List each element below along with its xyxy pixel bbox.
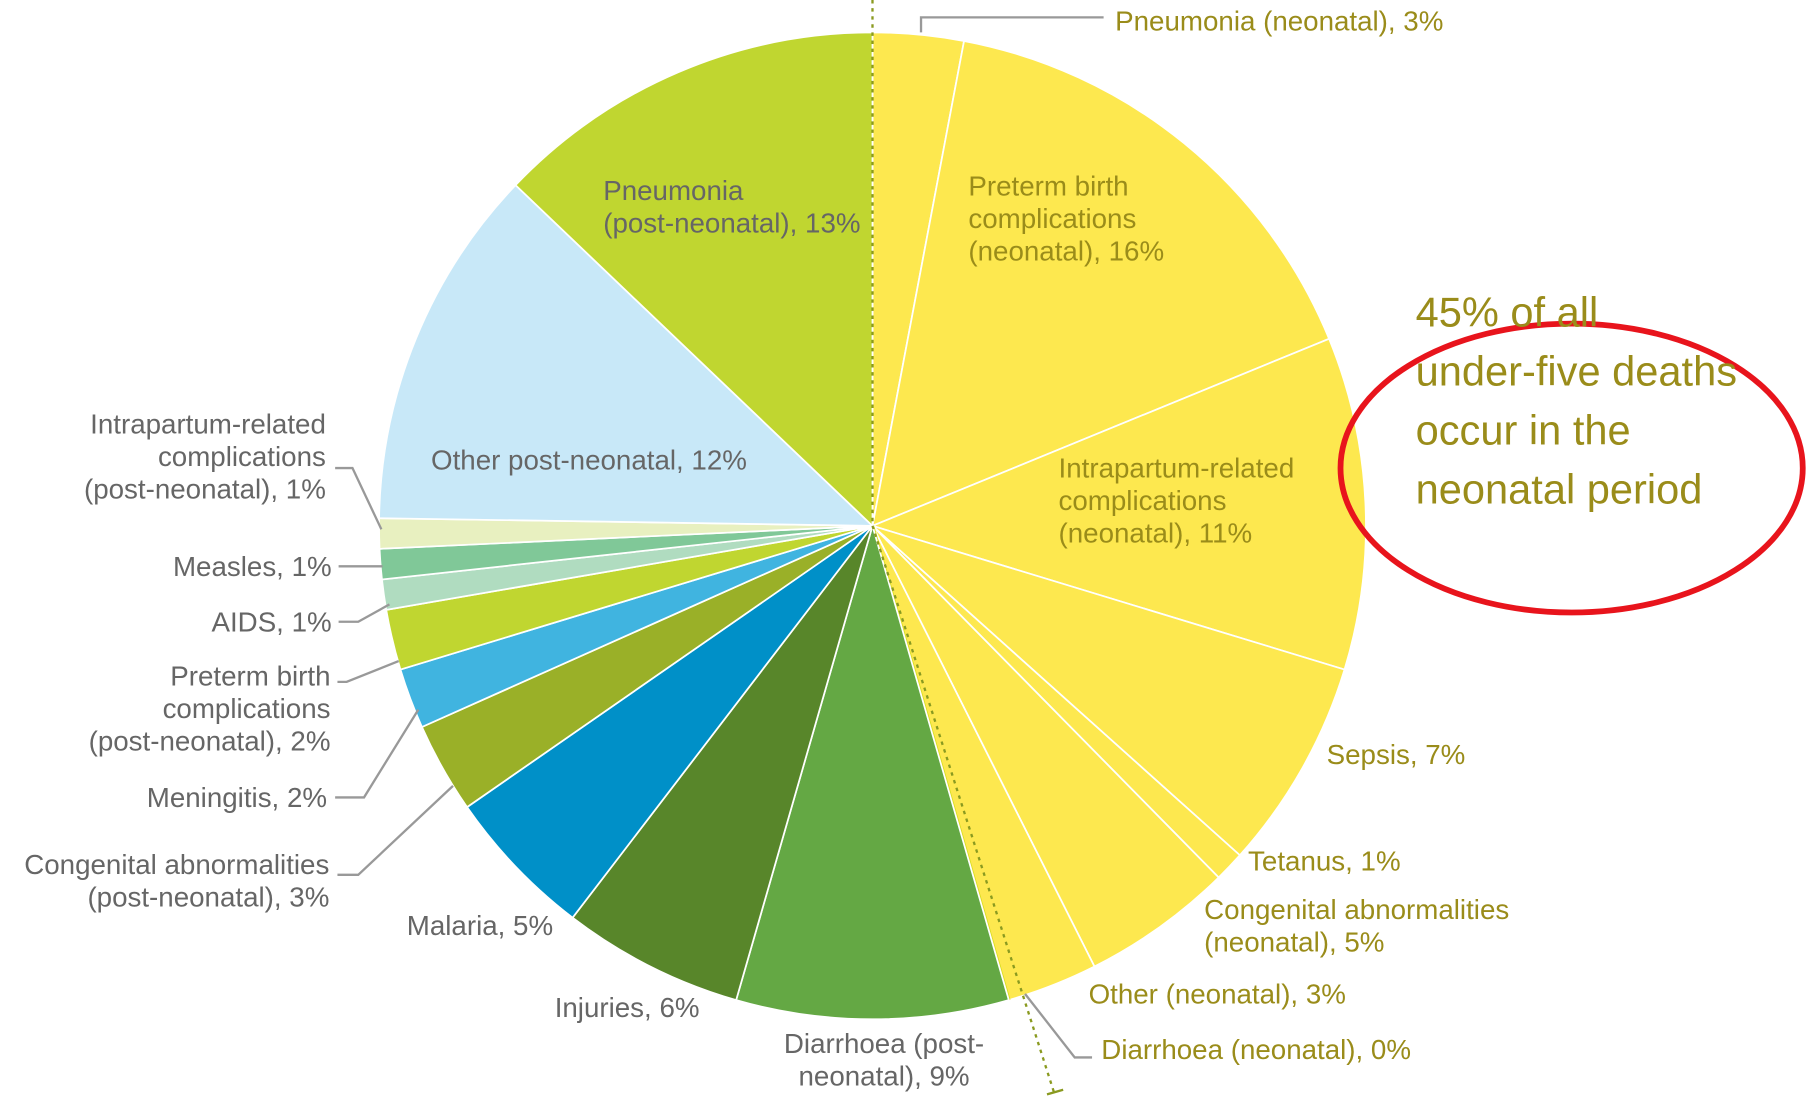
slice-label: Other post-neonatal, 12%	[431, 444, 747, 475]
annotation: 45% of all	[1416, 289, 1599, 336]
labels: Pneumonia (neonatal), 3%Preterm birthcom…	[24, 5, 1737, 1091]
slice-label: (post-neonatal), 13%	[603, 208, 860, 239]
slice	[378, 183, 875, 527]
slice-label: Diarrhoea (post-	[784, 1028, 984, 1059]
slice-label: (neonatal), 16%	[968, 235, 1164, 266]
slice-label: Meningitis, 2%	[147, 782, 327, 813]
divider-end	[1046, 1088, 1064, 1096]
slice-label: Preterm birth	[968, 171, 1128, 202]
slice-label: neonatal), 9%	[799, 1060, 970, 1091]
annotation: under-five deaths	[1416, 347, 1737, 394]
pie	[378, 31, 1367, 1021]
slice-label: Other (neonatal), 3%	[1089, 978, 1346, 1009]
slice-label: Pneumonia (neonatal), 3%	[1115, 5, 1443, 36]
slice-label: AIDS, 1%	[211, 606, 331, 637]
slice-label: (post-neonatal), 2%	[89, 725, 331, 756]
annotation: occur in the	[1416, 406, 1631, 453]
slice-label: (neonatal), 5%	[1204, 926, 1384, 957]
slice-label: complications	[163, 693, 331, 724]
highlight-ellipse	[1337, 320, 1806, 616]
leader-line	[337, 785, 454, 876]
leader-line	[337, 659, 400, 684]
slice-label: (post-neonatal), 1%	[84, 473, 326, 504]
slice-label: Intrapartum-related	[90, 409, 326, 440]
slice-label: Congenital abnormalities	[1204, 894, 1509, 925]
slice-label: Pneumonia	[603, 175, 744, 206]
slice-label: Intrapartum-related	[1059, 453, 1295, 484]
slice-label: Sepsis, 7%	[1327, 739, 1466, 770]
slice-label: (post-neonatal), 3%	[87, 881, 329, 912]
divider	[871, 525, 1056, 1093]
slice-label: Preterm birth	[170, 661, 330, 692]
slice	[571, 525, 874, 1002]
slice-label: complications	[158, 441, 326, 472]
slice	[871, 525, 1220, 968]
slice-label: complications	[1059, 485, 1227, 516]
slice-label: Malaria, 5%	[407, 910, 553, 941]
slice	[869, 337, 1367, 671]
slice-label: Diarrhoea (neonatal), 0%	[1101, 1034, 1411, 1065]
leader-line	[1024, 993, 1093, 1059]
slice	[871, 525, 1346, 857]
slice	[735, 522, 1010, 1021]
leader-line	[335, 708, 420, 799]
slice-label: Measles, 1%	[173, 551, 332, 582]
slice-label: complications	[968, 203, 1136, 234]
leader-line	[335, 466, 383, 530]
slice-label: Tetanus, 1%	[1248, 845, 1401, 876]
slice-label: Congenital abnormalities	[24, 849, 329, 880]
slice	[514, 31, 874, 528]
slice	[465, 525, 874, 919]
annotation: neonatal period	[1416, 465, 1703, 512]
slice-label: Injuries, 6%	[555, 992, 700, 1023]
slice	[871, 39, 1331, 528]
slice-label: (neonatal), 11%	[1059, 517, 1253, 548]
leader-line	[919, 16, 1104, 33]
leader-line	[338, 603, 391, 623]
